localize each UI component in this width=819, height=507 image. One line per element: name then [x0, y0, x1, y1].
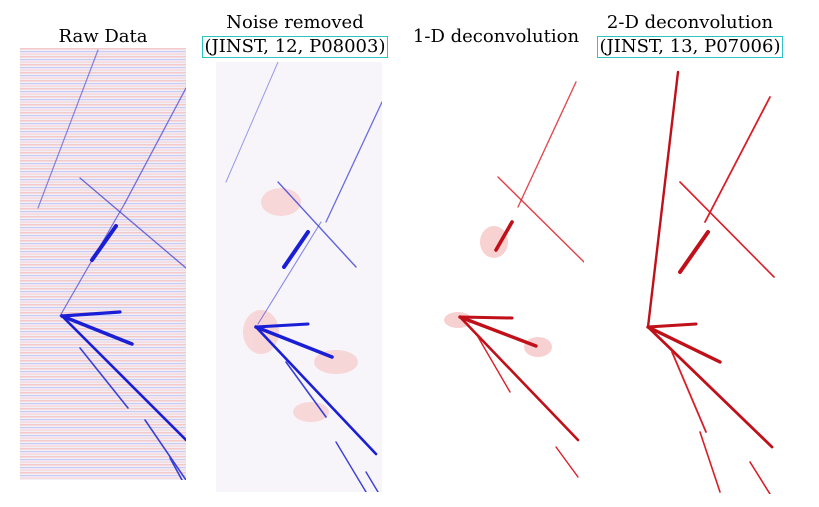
2d-deconvolution-image: [610, 62, 776, 494]
citation-box: (JINST, 13, P07006): [596, 36, 784, 58]
1d-deconvolution-image: [418, 62, 584, 492]
panel-citation: (JINST, 13, P07006): [592, 36, 788, 58]
panel-title: 2-D deconvolution: [606, 12, 774, 33]
panel-title: 1-D deconvolution: [412, 26, 580, 47]
panel-title: Noise removed: [226, 12, 364, 33]
noise-removed-image: [216, 62, 382, 492]
raw-data-image: [20, 48, 186, 480]
panel-title: Raw Data: [58, 26, 148, 47]
panel-citation: (JINST, 12, P08003): [196, 36, 394, 58]
citation-box: (JINST, 12, P08003): [201, 36, 389, 58]
